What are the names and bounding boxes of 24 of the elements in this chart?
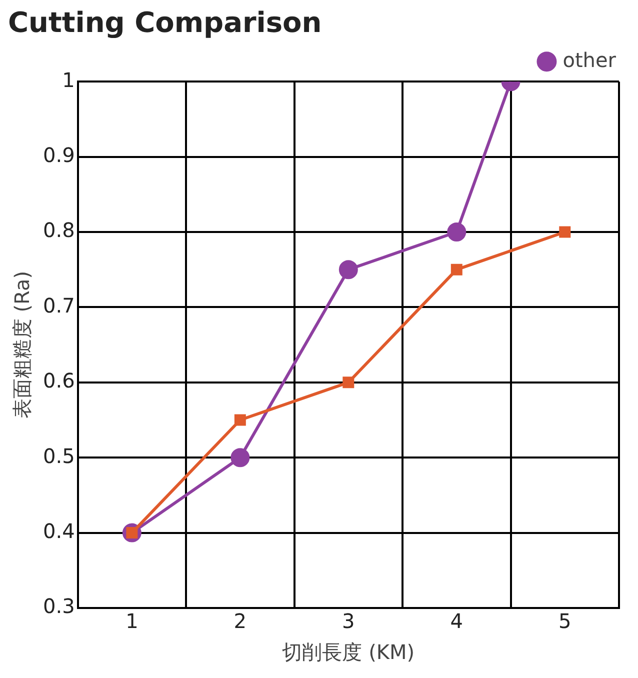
- y-axis-title: 表面粗糙度 (Ra): [10, 270, 34, 419]
- x-tick-label: 4: [450, 609, 464, 634]
- point: [234, 414, 246, 426]
- point: [342, 376, 354, 388]
- y-tick-label: 0.9: [42, 143, 75, 168]
- point: [230, 448, 250, 468]
- y-tick-label: 0.7: [42, 293, 75, 318]
- chart-title: Cutting Comparison: [8, 6, 322, 40]
- y-tick-label: 0.5: [42, 444, 75, 468]
- y-tick-label: 0.3: [42, 594, 75, 618]
- x-tick-label: 3: [342, 609, 355, 634]
- y-tick-label: 1: [62, 68, 75, 92]
- x-tick-label: 1: [126, 609, 138, 634]
- y-tick-label: 0.4: [42, 519, 75, 544]
- x-tick-label: 5: [558, 609, 572, 634]
- point: [559, 226, 571, 238]
- point: [447, 222, 466, 242]
- y-tick-label: 0.8: [42, 218, 75, 242]
- point: [338, 260, 358, 280]
- point: [450, 264, 462, 276]
- x-tick-label: 2: [234, 609, 247, 634]
- legend-label: other: [562, 48, 617, 72]
- y-tick-label: 0.6: [42, 368, 75, 393]
- x-axis-title: 切削長度 (KM): [282, 640, 415, 664]
